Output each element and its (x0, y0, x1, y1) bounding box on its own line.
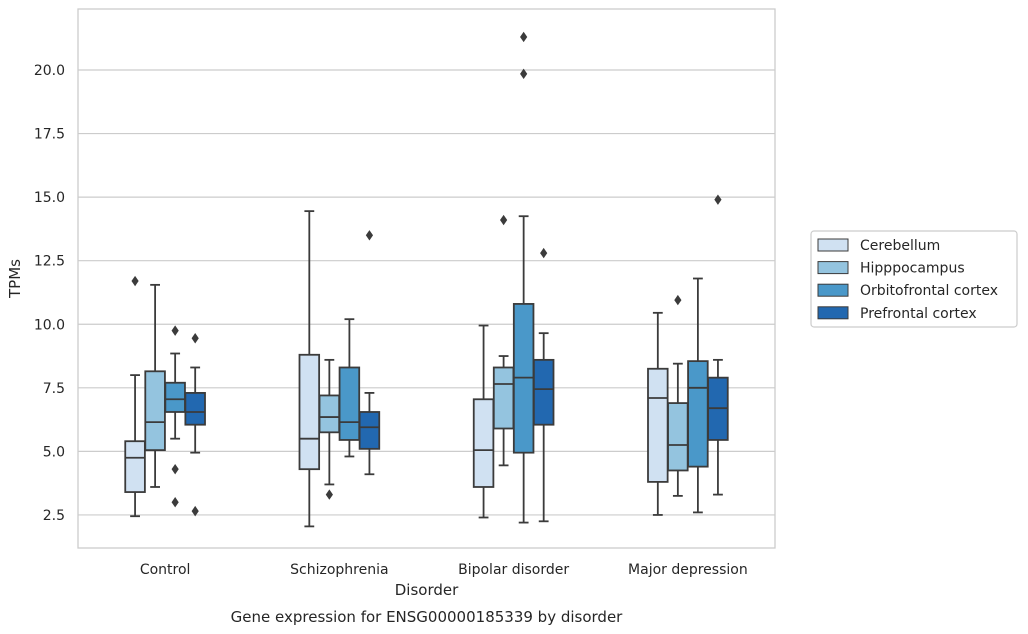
legend-swatch (817, 306, 849, 320)
legend-frame (810, 230, 1018, 328)
outlier-point (500, 214, 508, 226)
x-tick-label: Bipolar disorder (458, 562, 569, 578)
outlier-point (365, 230, 374, 241)
legend-label: Prefrontal cortex (860, 306, 977, 322)
y-tick-label: 10.0 (34, 317, 65, 333)
box-hipppocampus (318, 358, 341, 500)
legend-label: Orbitofrontal cortex (860, 283, 998, 299)
box-iqr (318, 394, 341, 434)
outlier-point (520, 68, 528, 80)
box-iqr (687, 360, 709, 468)
box-iqr (647, 367, 669, 483)
x-tick-labels: Control Schizophrenia Bipolar disorder Majo… (140, 562, 748, 578)
outlier-point (131, 275, 139, 287)
plot-area (77, 8, 776, 549)
box-cerebellum (472, 324, 495, 519)
box-iqr (164, 381, 186, 413)
box-orbitofrontal-cortex (338, 318, 361, 458)
box-cerebellum (124, 275, 146, 518)
chart-caption: Gene expression for ENSG00000185339 by d… (231, 608, 624, 626)
outlier-point (171, 497, 179, 508)
outlier-point (540, 247, 548, 259)
box-iqr (338, 366, 361, 441)
y-tick-label: 17.5 (34, 127, 65, 143)
box-hipppocampus (667, 294, 689, 497)
outlier-point (325, 489, 333, 500)
legend-swatch (817, 283, 849, 297)
y-tick-label: 7.5 (43, 381, 65, 397)
legend: Cerebellum Hipppocampus Orbitofrontal cort… (810, 230, 1018, 328)
box-cerebellum (647, 311, 669, 516)
outlier-point (520, 31, 528, 43)
box-iqr (184, 392, 206, 426)
legend-swatch (817, 261, 849, 275)
box-prefrontal-cortex (358, 230, 381, 476)
y-tick-label: 20.0 (34, 63, 65, 79)
box-hipppocampus (492, 214, 515, 467)
box-prefrontal-cortex (707, 194, 729, 496)
grid-lines (78, 69, 775, 516)
box-prefrontal-cortex (532, 247, 555, 523)
outlier-point (714, 194, 722, 205)
box-prefrontal-cortex (184, 333, 206, 517)
box-orbitofrontal-cortex (687, 277, 709, 514)
box-iqr (492, 366, 515, 430)
x-axis-label: Disorder (395, 581, 459, 599)
legend-label: Cerebellum (860, 238, 940, 254)
y-tick-label: 15.0 (34, 190, 65, 206)
box-cerebellum (298, 210, 321, 528)
x-tick-label: Control (140, 562, 191, 578)
outlier-point (191, 505, 199, 517)
y-axis-label: TPMs (6, 259, 24, 299)
y-tick-label: 2.5 (43, 508, 65, 524)
box-iqr (144, 370, 166, 452)
boxes (124, 31, 729, 528)
outlier-point (191, 333, 199, 344)
outlier-point (674, 294, 682, 306)
box-iqr (532, 358, 555, 426)
x-tick-label: Schizophrenia (290, 562, 388, 578)
outlier-point (171, 325, 179, 336)
y-tick-label: 12.5 (34, 254, 65, 270)
y-tick-labels: 2.5 5.0 7.5 10.0 12.5 15.0 17.5 20.0 (34, 63, 65, 524)
x-tick-label: Major depression (628, 562, 748, 578)
box-iqr (124, 440, 146, 493)
outlier-point (171, 463, 179, 475)
y-tick-label: 5.0 (43, 444, 65, 460)
box-iqr (358, 411, 381, 450)
legend-label: Hipppocampus (860, 261, 965, 277)
box-orbitofrontal-cortex (512, 31, 535, 524)
box-iqr (472, 398, 495, 488)
box-iqr (667, 402, 689, 472)
box-orbitofrontal-cortex (164, 325, 186, 508)
box-iqr (298, 353, 321, 471)
legend-swatch (817, 238, 849, 252)
box-hipppocampus (144, 283, 166, 488)
